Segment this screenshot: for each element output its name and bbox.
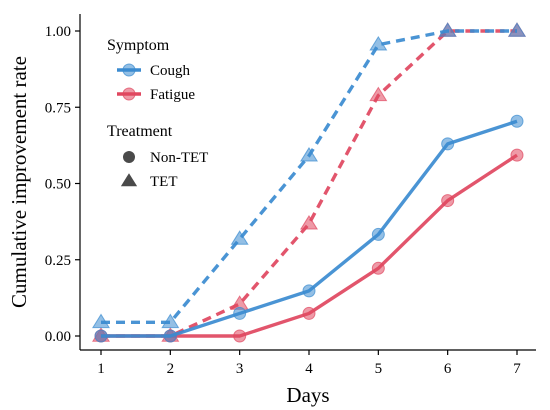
legend-symptom-title: Symptom <box>107 37 170 54</box>
data-point <box>507 22 527 37</box>
legend-item-tet: TET <box>120 173 178 190</box>
legend-treatment-title: Treatment <box>107 123 173 140</box>
x-tick-label: 4 <box>305 361 313 377</box>
data-point <box>441 194 455 208</box>
x-tick-label: 6 <box>444 361 452 377</box>
y-axis-title: Cumulative improvement rate <box>7 56 31 308</box>
legend-label: Cough <box>150 63 191 79</box>
legend-circle-key <box>123 151 135 163</box>
legend-triangle-key <box>120 173 138 187</box>
legend-marker-key <box>122 63 136 77</box>
legend-items: Cough Fatigue Non-TET TET <box>117 63 208 190</box>
legend-label: TET <box>150 174 178 190</box>
legend-item-non-tet: Non-TET <box>123 150 208 166</box>
x-tick-label: 3 <box>236 361 244 377</box>
legend-label: Non-TET <box>150 150 208 166</box>
y-ticks: 0.00 0.25 0.50 0.75 1.00 <box>45 24 80 345</box>
x-axis-title: Days <box>286 383 329 407</box>
data-point <box>94 329 108 343</box>
data-point <box>510 148 524 162</box>
axes: 0.00 0.25 0.50 0.75 1.00 1 2 3 4 5 6 7 <box>45 14 536 377</box>
y-tick-label: 0.25 <box>45 253 71 269</box>
data-point <box>302 306 316 320</box>
data-point <box>302 284 316 298</box>
data-point <box>371 261 385 275</box>
legend-marker-key <box>122 87 136 101</box>
legend-item-cough: Cough <box>117 63 191 79</box>
data-point <box>161 313 180 329</box>
x-tick-label: 7 <box>513 361 521 377</box>
legend-item-fatigue: Fatigue <box>117 87 195 103</box>
x-tick-label: 5 <box>375 361 383 377</box>
y-tick-label: 1.00 <box>45 24 71 40</box>
legend-label: Fatigue <box>150 87 195 103</box>
data-point <box>163 329 177 343</box>
legend: Symptom Treatment Cough Fatigue Non-TET TET <box>107 37 208 190</box>
data-point <box>438 22 457 37</box>
data-point <box>233 306 247 320</box>
plot-marks <box>91 22 527 343</box>
data-point <box>441 137 455 151</box>
x-ticks: 1 2 3 4 5 6 7 <box>97 350 521 377</box>
data-point <box>233 329 247 343</box>
series-cough-tet <box>91 22 527 329</box>
data-point <box>230 230 249 245</box>
series-cough-non-tet <box>94 114 524 343</box>
y-tick-label: 0.00 <box>45 329 71 345</box>
data-point <box>369 86 388 102</box>
y-tick-label: 0.50 <box>45 177 71 193</box>
data-point <box>299 214 319 230</box>
y-tick-label: 0.75 <box>45 100 71 116</box>
data-point <box>371 227 385 241</box>
x-tick-label: 2 <box>167 361 175 377</box>
data-point <box>299 146 319 162</box>
data-point <box>91 313 111 329</box>
data-point <box>510 114 524 128</box>
x-tick-label: 1 <box>97 361 105 377</box>
data-point <box>369 35 388 51</box>
